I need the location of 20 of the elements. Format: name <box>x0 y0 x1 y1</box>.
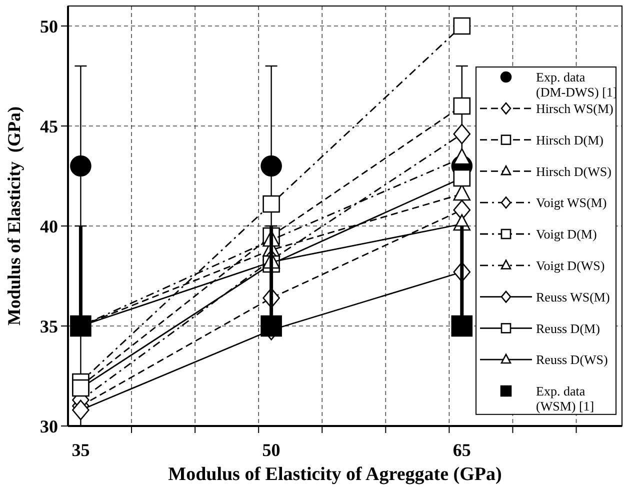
legend-label: Hirsch WS(M) <box>536 100 614 116</box>
legend-label: Voigt WS(M) <box>536 195 607 210</box>
y-tick-label: 30 <box>40 416 58 436</box>
legend-label: Voigt D(WS) <box>536 258 605 273</box>
legend-label: Hirsch D(WS) <box>536 164 612 179</box>
y-axis-title: Modulus of Elasticity (GPa) <box>4 106 24 326</box>
x-tick-label: 35 <box>72 440 90 460</box>
y-tick-label: 50 <box>40 16 58 36</box>
x-tick-label: 65 <box>452 440 471 460</box>
legend-label: Reuss WS(M) <box>536 289 610 304</box>
y-tick-label: 45 <box>40 116 58 136</box>
legend-label: Reuss D(WS) <box>536 352 608 368</box>
x-axis-title: Modulus of Elasticity of Agreggate (GPa) <box>168 464 502 485</box>
y-tick-label: 35 <box>40 316 58 336</box>
legend-label: Voigt D(M) <box>536 226 597 242</box>
legend-label: Reuss D(M) <box>536 320 600 336</box>
legend-label: Hirsch D(M) <box>536 132 604 148</box>
x-tick-label: 50 <box>262 440 280 460</box>
y-tick-label: 40 <box>40 216 58 236</box>
legend-label: Exp. data (WSM) [1] <box>536 384 594 414</box>
